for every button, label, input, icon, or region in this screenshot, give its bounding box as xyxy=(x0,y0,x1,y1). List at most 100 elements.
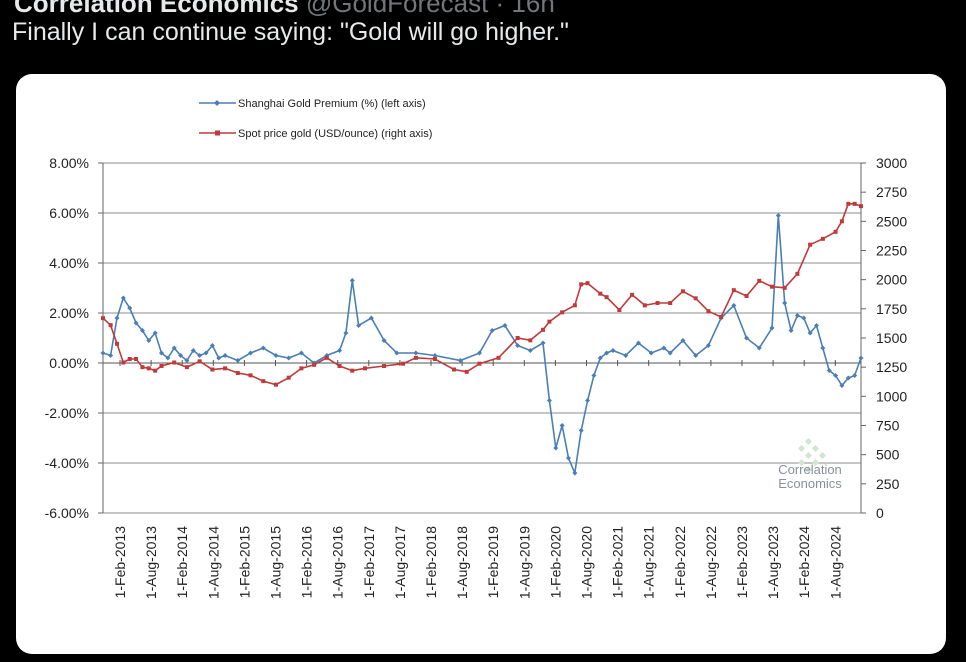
gold-price-point xyxy=(680,289,685,294)
x-tick-label: 1-Feb-2019 xyxy=(485,526,501,599)
gold-price-point xyxy=(382,364,387,368)
gold-price-point xyxy=(693,296,698,301)
x-tick-label: 1-Aug-2024 xyxy=(827,526,843,599)
premium-point xyxy=(591,373,597,378)
premium-point xyxy=(807,330,813,336)
gold-price-point xyxy=(401,361,406,366)
premium-point xyxy=(286,355,292,361)
premium-point xyxy=(782,300,788,306)
gold-price-point xyxy=(114,341,119,346)
gold-price-point xyxy=(820,236,825,241)
premium-point xyxy=(152,330,158,336)
author-name[interactable]: Correlation Economics xyxy=(14,0,299,18)
gold-price-series-line xyxy=(102,203,862,386)
premium-point xyxy=(171,345,177,351)
premium-point xyxy=(661,345,667,351)
premium-point xyxy=(604,350,610,356)
gold-price-point xyxy=(859,204,863,209)
gold-price-point xyxy=(598,291,603,296)
premium-point xyxy=(515,343,521,348)
gold-price-point xyxy=(604,295,609,300)
gold-price-point xyxy=(350,368,355,373)
gold-price-point xyxy=(496,355,501,360)
watermark-square xyxy=(797,444,806,453)
right-tick-label: 500 xyxy=(876,447,900,463)
premium-point xyxy=(120,295,126,301)
premium-point xyxy=(623,353,629,358)
gold-price-point xyxy=(101,316,105,321)
premium-point xyxy=(813,323,819,328)
chart-card[interactable]: 8.00% 6.00% 4.00% 2.00% 0.00% -2.00% -4.00% -6.… xyxy=(16,74,946,654)
watermark-square xyxy=(804,451,813,460)
gold-price-point xyxy=(140,365,145,370)
premium-point xyxy=(667,350,673,356)
premium-point xyxy=(114,315,120,321)
right-tick-label: 1250 xyxy=(876,359,907,375)
right-axis-ticks: 3000275025002250200017501500125010007505… xyxy=(861,155,907,521)
series-layer xyxy=(100,201,864,476)
premium-point xyxy=(648,350,654,356)
gold-price-point xyxy=(184,365,189,370)
premium-point xyxy=(565,455,571,461)
premium-point xyxy=(203,350,209,356)
x-tick-label: 1-Feb-2015 xyxy=(236,526,252,599)
gold-price-point xyxy=(782,285,787,290)
left-tick-label: 6.00% xyxy=(49,205,89,221)
premium-point xyxy=(680,338,686,343)
premium-point xyxy=(394,350,400,356)
gold-price-point xyxy=(757,278,762,283)
premium-point xyxy=(178,353,184,358)
premium-point xyxy=(100,350,106,356)
x-tick-label: 1-Feb-2018 xyxy=(423,526,439,599)
premium-point xyxy=(356,323,362,328)
premium-point xyxy=(801,315,807,321)
right-tick-label: 1500 xyxy=(876,330,907,346)
gold-price-point xyxy=(630,292,635,297)
gold-price-point xyxy=(432,357,437,361)
right-tick-label: 2250 xyxy=(876,243,907,259)
x-tick-label: 1-Aug-2018 xyxy=(454,526,470,599)
premium-point xyxy=(769,325,775,331)
gold-price-point xyxy=(362,366,367,371)
premium-point xyxy=(222,353,228,358)
right-tick-label: 2500 xyxy=(876,213,907,229)
premium-point xyxy=(476,350,482,356)
premium-point xyxy=(585,398,591,403)
gold-price-point xyxy=(795,271,800,276)
premium-point xyxy=(820,345,826,351)
right-tick-label: 2000 xyxy=(876,272,907,288)
premium-point xyxy=(635,340,641,346)
legend-label: Spot price gold (USD/ounce) (right axis) xyxy=(238,128,432,140)
gold-price-point xyxy=(706,309,711,314)
gold-price-point xyxy=(833,229,838,234)
left-tick-label: 0.00% xyxy=(49,355,89,371)
gold-price-point xyxy=(286,375,291,380)
premium-point xyxy=(381,338,387,343)
gold-price-point xyxy=(134,357,139,361)
premium-point xyxy=(197,353,203,358)
gold-price-point xyxy=(846,201,851,206)
gold-price-point xyxy=(261,379,266,384)
premium-point xyxy=(184,358,190,363)
author-handle[interactable]: @GoldForecast · 16h xyxy=(305,0,555,18)
gold-price-point xyxy=(547,319,552,324)
premium-point xyxy=(693,353,699,358)
tweet-header: Correlation Economics @GoldForecast · 16… xyxy=(14,0,555,19)
right-tick-label: 250 xyxy=(876,476,900,492)
premium-point xyxy=(839,383,845,388)
gold-price-point xyxy=(808,242,813,247)
gold-price-point xyxy=(324,355,329,360)
legend: Shanghai Gold Premium (%) (left axis) Spo… xyxy=(199,98,432,140)
x-tick-label: 1-Aug-2017 xyxy=(392,526,408,599)
premium-series-line xyxy=(102,215,862,476)
premium-point xyxy=(108,353,114,358)
right-tick-label: 750 xyxy=(876,418,900,434)
premium-point xyxy=(457,358,463,363)
premium-point xyxy=(349,278,355,283)
premium-point xyxy=(527,348,533,353)
premium-point xyxy=(578,428,584,433)
gold-price-point xyxy=(312,362,317,367)
gold-price-point xyxy=(452,367,457,372)
gold-price-point xyxy=(108,323,113,328)
